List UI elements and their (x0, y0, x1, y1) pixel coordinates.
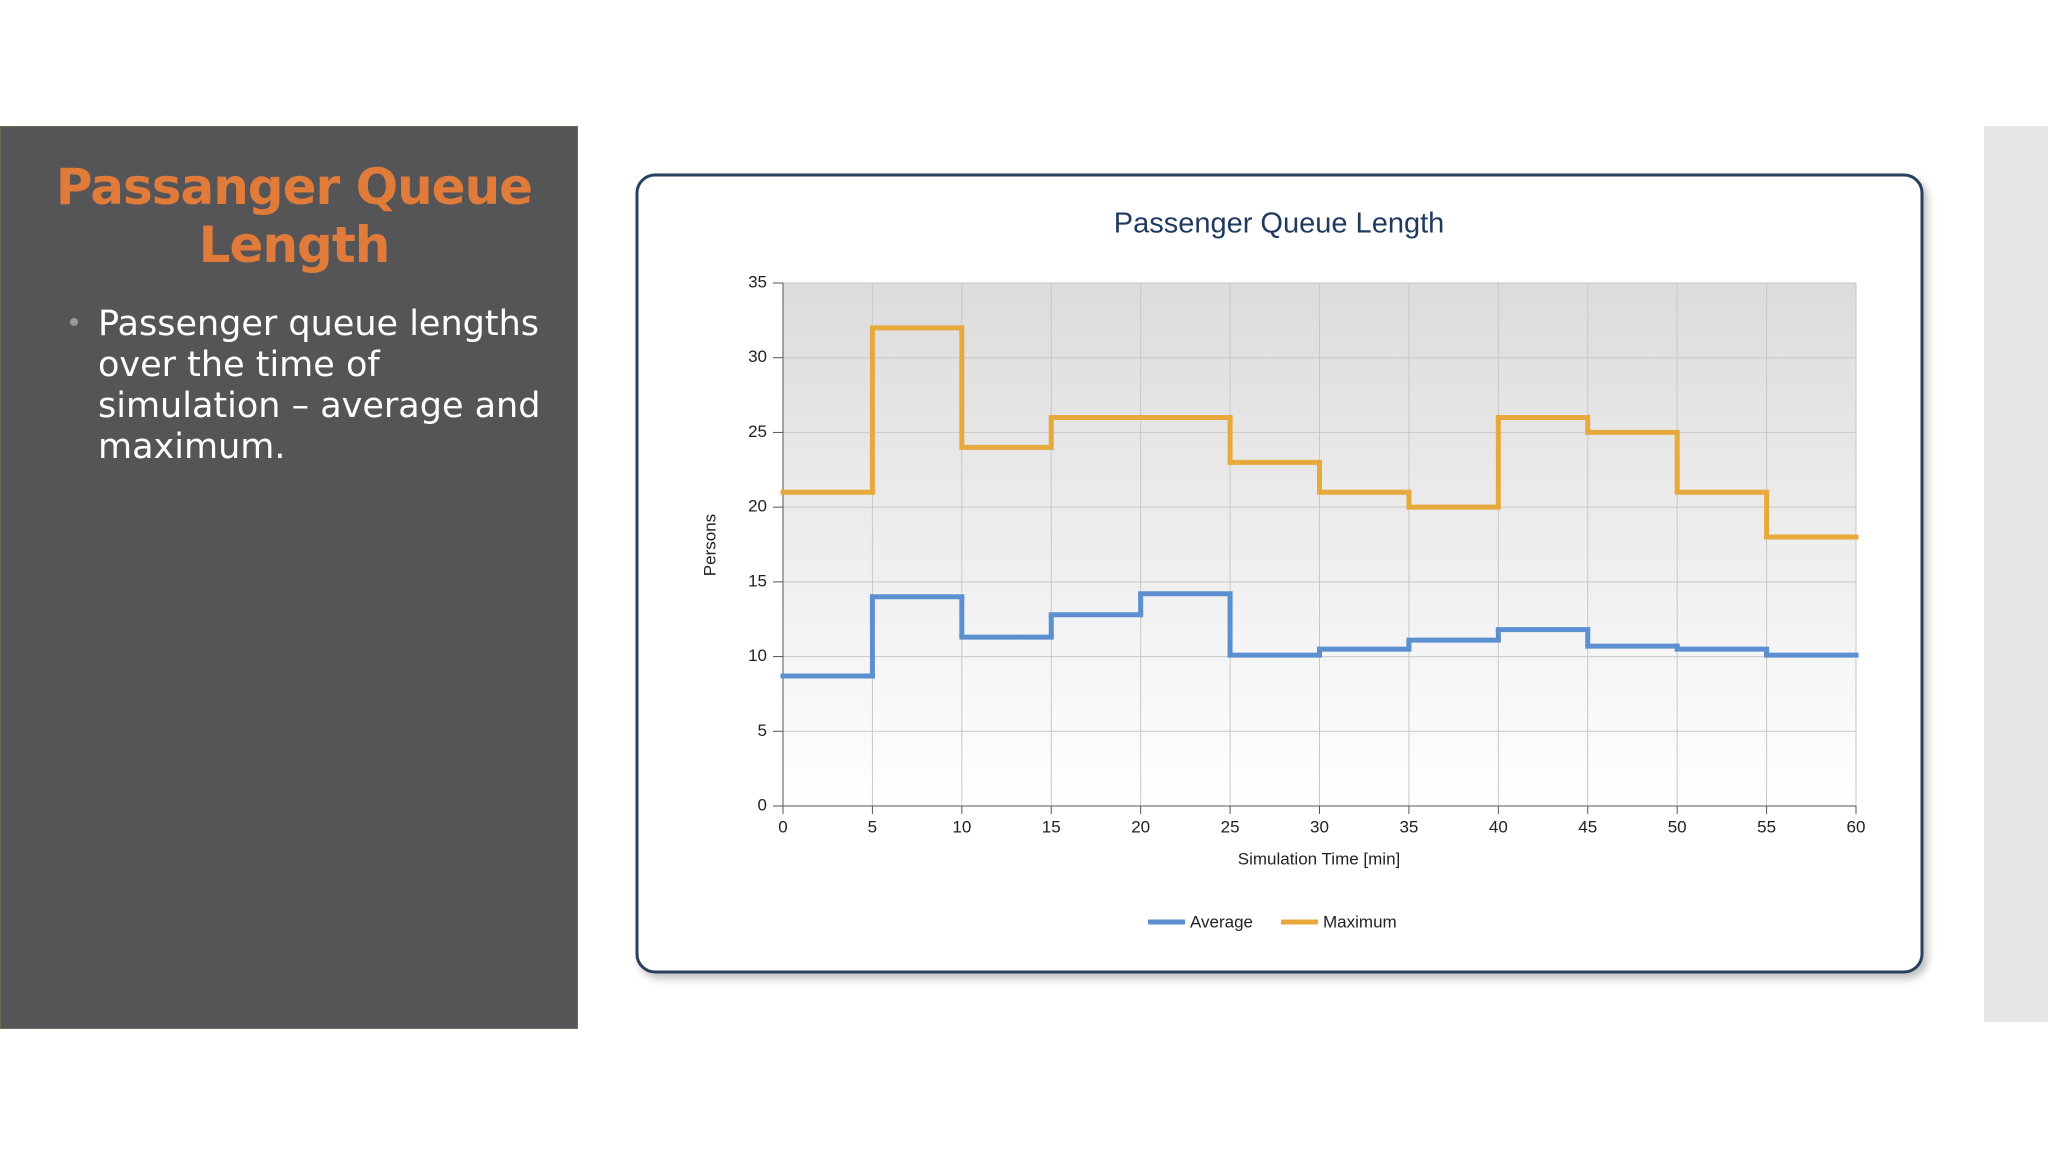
x-tick-label: 60 (1847, 817, 1866, 836)
y-axis-label: Persons (700, 514, 719, 576)
y-tick-label: 30 (748, 347, 767, 366)
x-tick-label: 5 (868, 817, 877, 836)
x-tick-label: 15 (1042, 817, 1061, 836)
y-tick-label: 15 (748, 571, 767, 590)
slide-title: Passanger Queue Length (55, 158, 533, 274)
x-tick-label: 20 (1131, 817, 1150, 836)
x-tick-label: 25 (1221, 817, 1240, 836)
y-tick-label: 35 (748, 272, 767, 291)
bullet-dot (70, 318, 78, 326)
x-tick-label: 45 (1578, 817, 1597, 836)
chart-title: Passenger Queue Length (1114, 208, 1445, 240)
x-tick-label: 30 (1310, 817, 1329, 836)
x-axis-label: Simulation Time [min] (1238, 849, 1401, 868)
bullet-text: Passenger queue lengths over the time of… (98, 304, 541, 467)
y-tick-label: 5 (758, 721, 767, 740)
x-tick-label: 35 (1399, 817, 1418, 836)
x-tick-label: 40 (1489, 817, 1508, 836)
legend-label: Average (1190, 912, 1253, 931)
side-panel (0, 126, 578, 1029)
legend-label: Maximum (1323, 912, 1397, 931)
x-tick-label: 0 (778, 817, 787, 836)
y-tick-label: 25 (748, 422, 767, 441)
y-tick-label: 20 (748, 497, 767, 516)
x-tick-label: 10 (952, 817, 971, 836)
y-tick-label: 10 (748, 646, 767, 665)
y-tick-label: 0 (758, 795, 767, 814)
x-tick-label: 50 (1668, 817, 1687, 836)
x-tick-label: 55 (1757, 817, 1776, 836)
side-strip (1984, 126, 2048, 1022)
